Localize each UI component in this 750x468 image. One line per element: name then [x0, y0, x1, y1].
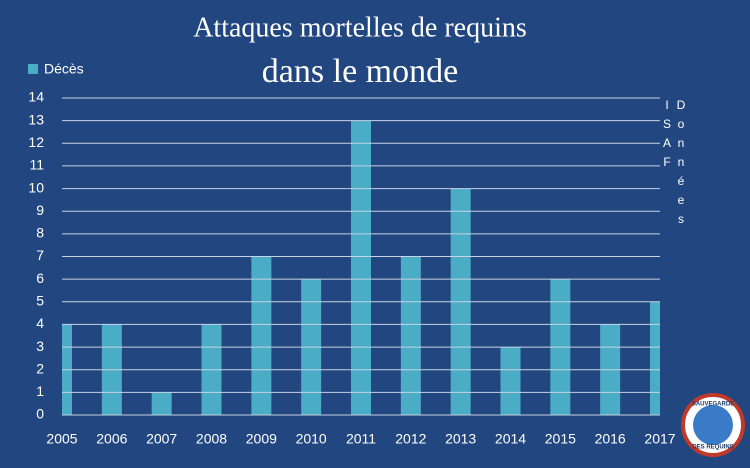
x-tick-label: 2015 [545, 431, 576, 447]
x-tick-label: 2009 [246, 431, 277, 447]
y-tick-label: 7 [36, 247, 44, 263]
x-tick-label: 2010 [296, 431, 327, 447]
bar [500, 347, 521, 415]
x-tick-label: 2013 [445, 431, 476, 447]
y-tick-label: 10 [28, 179, 44, 195]
y-tick-label: 4 [36, 315, 44, 331]
chart-subtitle: dans le monde [262, 53, 458, 90]
logo: SAUVEGARDE DES REQUINS [681, 393, 745, 457]
legend-label: Décès [44, 61, 84, 77]
x-tick-label: 2007 [146, 431, 177, 447]
y-tick-label: 3 [36, 338, 44, 354]
y-tick-label: 6 [36, 270, 44, 286]
plot [62, 120, 660, 416]
chart-title: Attaques mortelles de requins [193, 12, 527, 43]
y-tick-label: 11 [29, 157, 44, 173]
y-tick-label: 9 [36, 202, 44, 218]
y-tick-label: 2 [36, 360, 44, 376]
y-tick-label: 8 [36, 225, 44, 241]
x-tick-label: 2011 [346, 431, 376, 447]
bar [400, 256, 421, 415]
x-tick-label: 2016 [595, 431, 626, 447]
y-tick-label: 0 [36, 406, 44, 422]
legend-swatch [28, 64, 38, 74]
bar [650, 301, 660, 415]
bar [251, 256, 272, 415]
x-tick-label: 2005 [46, 431, 77, 447]
y-tick-label: 12 [28, 134, 44, 150]
y-tick-label: 1 [36, 383, 44, 399]
x-tick-label: 2017 [644, 431, 675, 447]
x-tick-label: 2006 [96, 431, 127, 447]
y-tick-label: 13 [28, 111, 44, 127]
annotation: Données ISAF [660, 98, 688, 231]
logo-bottom: DES REQUINS [692, 445, 733, 451]
x-tick-label: 2008 [196, 431, 227, 447]
bar [351, 120, 371, 416]
logo-top: SAUVEGARDE [692, 402, 734, 408]
y-tick-label: 5 [36, 292, 44, 308]
bar [151, 392, 172, 415]
x-tick-label: 2012 [395, 431, 426, 447]
y-tick-label: 14 [28, 89, 44, 105]
x-tick-label: 2014 [495, 431, 526, 447]
logo-center [693, 405, 733, 445]
